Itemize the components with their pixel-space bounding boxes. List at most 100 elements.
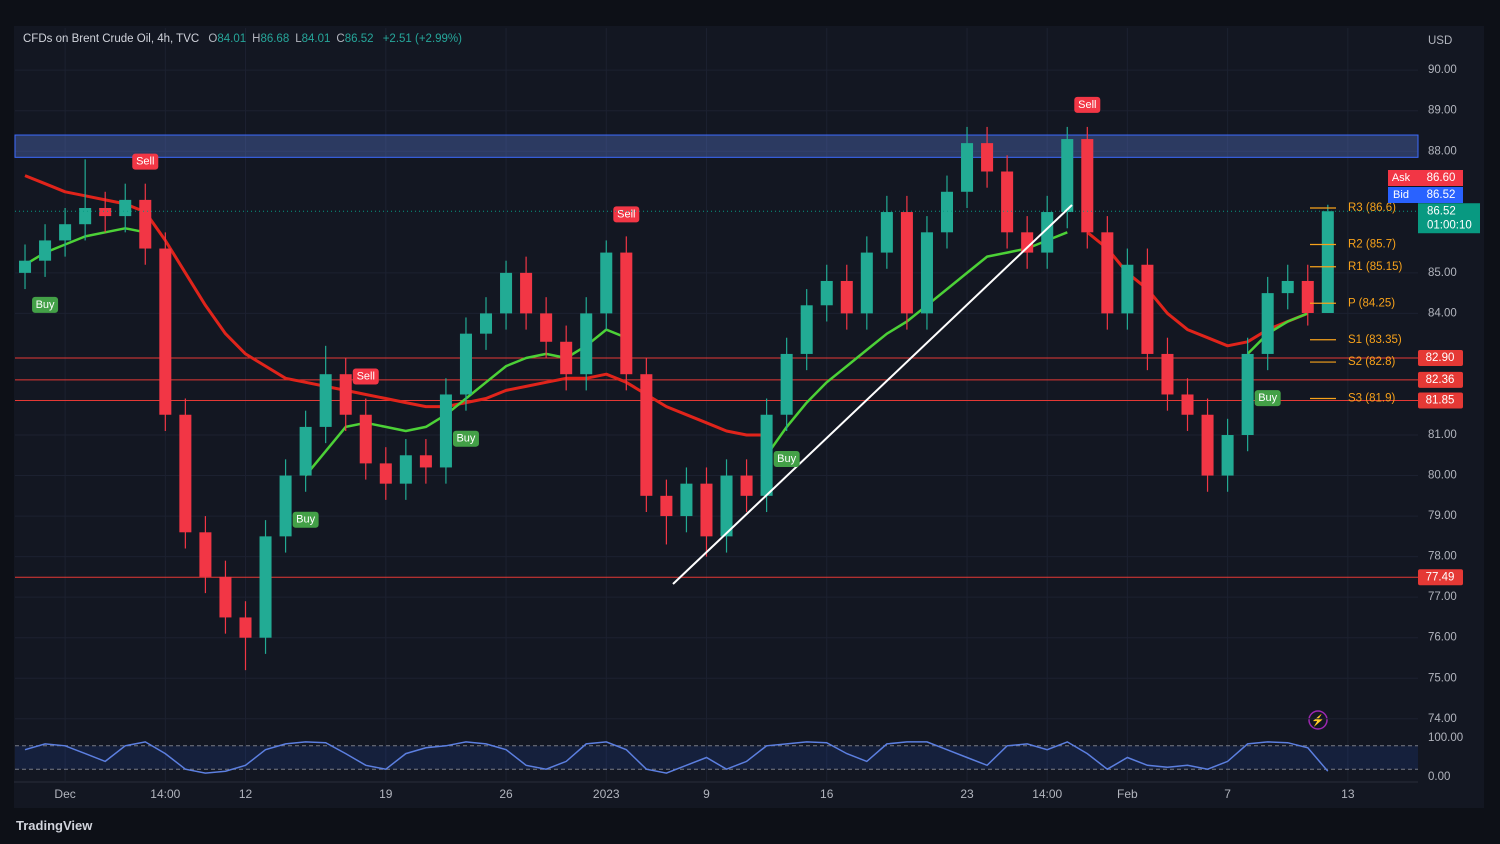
- candle-body: [580, 313, 593, 375]
- y-tick-label: 85.00: [1428, 267, 1457, 279]
- x-tick-label: 16: [820, 787, 834, 801]
- signal-box: [352, 368, 379, 385]
- x-tick-label: 2023: [593, 787, 620, 801]
- candle-body: [1261, 293, 1274, 354]
- pivot-label: S1 (83.35): [1348, 334, 1402, 346]
- alert-icon-glyph[interactable]: ⚡: [1311, 714, 1325, 727]
- chart-background: [14, 26, 1484, 808]
- ohlc-value: 86.68: [260, 33, 290, 45]
- candle-body: [680, 483, 693, 517]
- level-label-box: [1418, 349, 1463, 366]
- candle-body: [1161, 353, 1174, 395]
- signal-label: Sell: [617, 208, 635, 220]
- oscillator-tick-label: 100.00: [1428, 732, 1463, 744]
- candle-body: [900, 212, 913, 314]
- candle-body: [720, 475, 733, 537]
- alert-icon[interactable]: [1308, 710, 1328, 730]
- y-tick-label: 74.00: [1428, 713, 1457, 725]
- signal-label: Buy: [1258, 392, 1277, 404]
- x-tick-label: 12: [239, 787, 253, 801]
- candle-body: [179, 414, 192, 533]
- candle-body: [1141, 264, 1154, 354]
- ohlc-label: O: [208, 33, 218, 45]
- candle-body: [1221, 435, 1234, 476]
- change: +2.51 (+2.99%): [382, 33, 462, 45]
- candle-body: [319, 374, 332, 427]
- ohlc-label: L: [295, 33, 302, 45]
- candle-body: [119, 199, 132, 217]
- last-price-box: [1418, 203, 1480, 234]
- y-tick-label: 79.00: [1428, 510, 1457, 522]
- candle-body: [19, 260, 32, 273]
- candle-body: [860, 252, 873, 314]
- signal-box: [773, 450, 800, 467]
- candle-body: [1021, 232, 1034, 253]
- last-price: 86.52: [1427, 205, 1456, 217]
- candle-body: [459, 333, 472, 395]
- signal-box: [1254, 390, 1281, 407]
- candle-body: [520, 272, 533, 314]
- candle-body: [1041, 212, 1054, 253]
- candle-body: [59, 224, 72, 241]
- quote-box: [1388, 187, 1463, 203]
- candle-body: [79, 207, 92, 225]
- candle-body: [159, 248, 172, 415]
- pivot-label: P (84.25): [1348, 297, 1395, 309]
- y-tick-label: 76.00: [1428, 632, 1457, 644]
- candle-body: [1181, 394, 1194, 415]
- candle-body: [961, 143, 974, 192]
- candle-body: [820, 280, 833, 306]
- candle-body: [620, 252, 633, 375]
- y-tick-label: 81.00: [1428, 429, 1457, 441]
- x-tick-label: 26: [499, 787, 513, 801]
- x-tick-label: 9: [703, 787, 710, 801]
- candle-body: [399, 455, 412, 484]
- candle-body: [780, 353, 793, 415]
- candle-body: [1281, 280, 1294, 294]
- ohlc: O84.01 H86.68 L84.01 C86.52: [202, 33, 373, 45]
- candle-body: [700, 483, 713, 537]
- signal-box: [1074, 96, 1101, 113]
- oscillator-line: [24, 741, 1329, 774]
- candle-body: [1081, 139, 1094, 233]
- candle-body: [880, 212, 893, 253]
- y-tick-label: 80.00: [1428, 470, 1457, 482]
- ohlc-value: 84.01: [217, 33, 247, 45]
- x-tick-label: 19: [379, 787, 393, 801]
- candle-body: [99, 207, 112, 217]
- candle-body: [760, 414, 773, 496]
- quote-name: Bid: [1393, 189, 1409, 201]
- header: CFDs on Brent Crude Oil, 4h, TVC O84.01 H…: [23, 33, 462, 45]
- candle-body: [299, 426, 312, 476]
- candle-body: [540, 313, 553, 342]
- quote-box: [1388, 170, 1463, 186]
- signal-box: [292, 511, 319, 528]
- signal-box: [32, 296, 59, 313]
- ohlc-value: 86.52: [344, 33, 374, 45]
- signal-label: Buy: [456, 433, 475, 445]
- candle-body: [479, 313, 493, 334]
- candle-body: [419, 455, 432, 468]
- signal-box: [613, 206, 640, 223]
- signal-box: [452, 430, 479, 447]
- candle-body: [640, 374, 653, 496]
- candle-body: [1301, 280, 1314, 313]
- candle-body: [339, 374, 352, 415]
- candle-body: [800, 305, 813, 354]
- x-tick-label: Dec: [54, 787, 75, 801]
- candle-body: [560, 341, 573, 375]
- x-tick-label: Feb: [1117, 787, 1138, 801]
- pivot-label: S2 (82.8): [1348, 356, 1395, 368]
- y-tick-label: 88.00: [1428, 145, 1457, 157]
- quote-value: 86.52: [1427, 189, 1456, 201]
- signal-label: Sell: [136, 156, 154, 168]
- brand[interactable]: TradingView: [16, 818, 93, 833]
- y-tick-label: 75.00: [1428, 672, 1457, 684]
- signal-label: Buy: [36, 299, 55, 311]
- candle-body: [920, 232, 933, 314]
- candle-body: [1241, 353, 1254, 436]
- level-label: 82.36: [1426, 374, 1455, 386]
- candle-body: [439, 394, 452, 468]
- candle-body: [279, 475, 292, 537]
